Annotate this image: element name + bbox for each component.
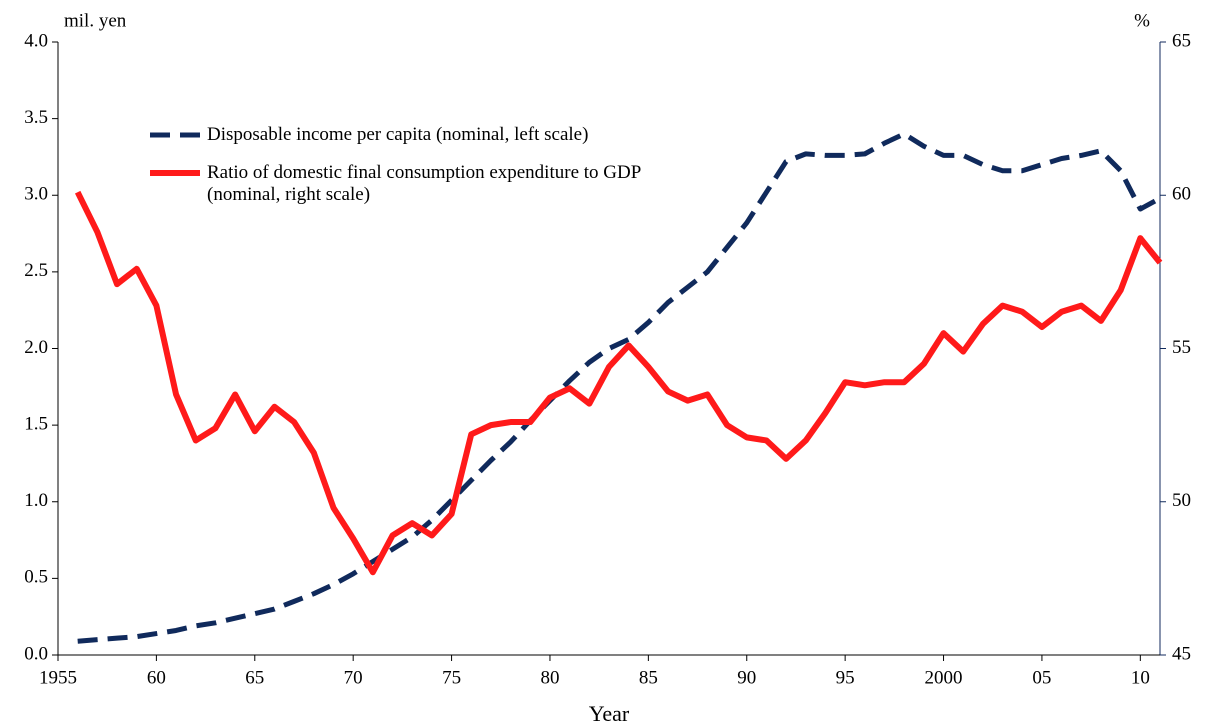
legend-label: Ratio of domestic final consumption expe… <box>207 162 641 205</box>
y2-tick-label: 60 <box>1172 184 1191 205</box>
x-tick-label: 10 <box>1131 667 1150 688</box>
series-line <box>74 190 1163 576</box>
y-tick-label: 2.0 <box>24 337 48 358</box>
x-tick-label: 75 <box>442 667 461 688</box>
x-tick-label: 70 <box>344 667 363 688</box>
y-unit: mil. yen <box>64 10 127 31</box>
y2-tick-label: 65 <box>1172 30 1191 51</box>
x-tick-label: 90 <box>737 667 756 688</box>
series-line <box>77 131 1162 644</box>
y-tick-label: 0.0 <box>24 643 48 664</box>
x-tick-label: 05 <box>1032 667 1051 688</box>
y2-tick-label: 45 <box>1172 643 1191 664</box>
y-tick-label: 2.5 <box>24 260 48 281</box>
x-tick-label: 60 <box>147 667 166 688</box>
x-tick-label: 80 <box>540 667 559 688</box>
x-tick-label: 2000 <box>925 667 963 688</box>
y-tick-label: 4.0 <box>24 30 48 51</box>
y-tick-label: 3.5 <box>24 107 48 128</box>
y-tick-label: 0.5 <box>24 567 48 588</box>
x-tick-label: 65 <box>245 667 264 688</box>
x-tick-label: 1955 <box>39 667 77 688</box>
legend-label: Disposable income per capita (nominal, l… <box>207 124 589 145</box>
y-tick-label: 1.0 <box>24 490 48 511</box>
y-tick-label: 3.0 <box>24 184 48 205</box>
y2-tick-label: 50 <box>1172 490 1191 511</box>
x-tick-label: 95 <box>836 667 855 688</box>
x-axis-title: Year <box>589 701 630 726</box>
y2-tick-label: 55 <box>1172 337 1191 358</box>
y2-unit: % <box>1134 10 1150 31</box>
y-tick-label: 1.5 <box>24 413 48 434</box>
x-tick-label: 85 <box>639 667 658 688</box>
